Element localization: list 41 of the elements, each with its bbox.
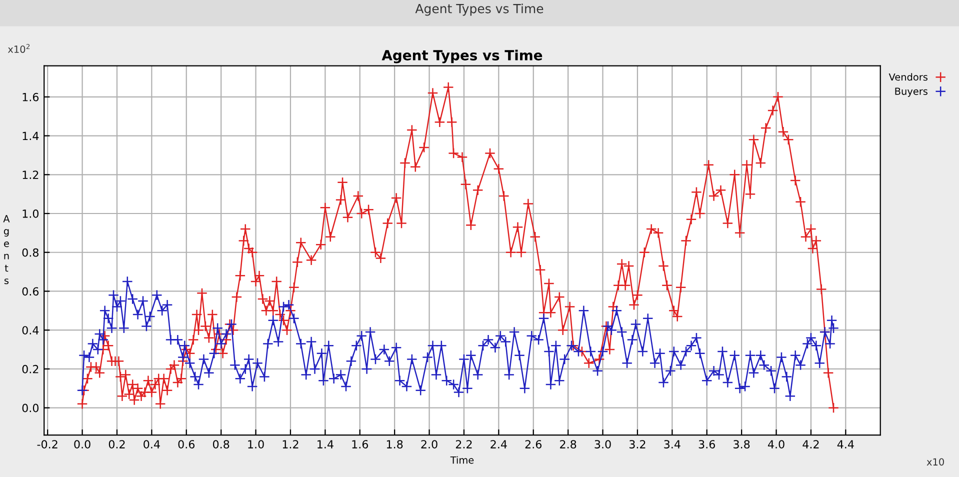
y-tick-label: 1.2 xyxy=(22,170,38,179)
x-axis-title: Time xyxy=(450,456,474,464)
x-tick-label: 4.4 xyxy=(837,440,854,448)
x-tick-label: 2.0 xyxy=(421,440,438,448)
x-tick-label: 1.4 xyxy=(318,440,334,448)
x-tick-label: 2.8 xyxy=(560,440,576,448)
text: Agent Types vs Time xyxy=(415,4,544,16)
x-tick-label: 1.6 xyxy=(352,440,368,448)
x-tick-label: 4.2 xyxy=(802,440,819,448)
x-tick-label: 3.2 xyxy=(629,440,646,448)
x-tick-label: 1.2 xyxy=(282,440,298,448)
x-tick-label: 0.2 xyxy=(108,440,125,448)
text: x10$^{2}$ xyxy=(8,44,30,53)
x-tick-label: -0.2 xyxy=(37,440,58,448)
y-tick-label: 0.6 xyxy=(22,287,39,296)
y-tick-label: 1.0 xyxy=(22,209,39,218)
x-tick-label: 1.8 xyxy=(386,440,403,448)
x-tick-label: 3.6 xyxy=(698,440,715,448)
x-tick-label: 0.0 xyxy=(74,440,90,448)
x-tick-label: 3.4 xyxy=(664,440,680,448)
x-tick-label: 0.4 xyxy=(144,440,160,448)
y-tick-label: 1.4 xyxy=(22,132,39,140)
x-tick-label: 0.6 xyxy=(178,440,195,448)
x-tick-label: 0.8 xyxy=(212,440,230,448)
x-tick-label: 3.0 xyxy=(594,440,611,448)
x-tick-label: 2.6 xyxy=(525,440,542,448)
x-tick-label: 2.2 xyxy=(456,440,472,448)
y-tick-label: 0.8 xyxy=(22,248,38,257)
x-tick-label: 2.4 xyxy=(490,440,507,448)
y-tick-label: 1.6 xyxy=(22,92,39,102)
x-tick-label: 1.0 xyxy=(248,440,264,448)
legend-label: Vendors xyxy=(888,73,928,81)
y-tick-label: 0.2 xyxy=(22,364,38,374)
legend-label: Buyers xyxy=(895,88,928,97)
y-tick-label: 0.0 xyxy=(22,404,39,412)
chart-title: Agent Types vs Time xyxy=(382,50,542,64)
text: x10 xyxy=(926,458,944,466)
y-tick-label: 0.4 xyxy=(22,326,39,334)
x-tick-label: 3.8 xyxy=(734,440,750,448)
y-axis-title: Agents xyxy=(3,215,10,284)
x-tick-label: 4.0 xyxy=(768,440,784,448)
